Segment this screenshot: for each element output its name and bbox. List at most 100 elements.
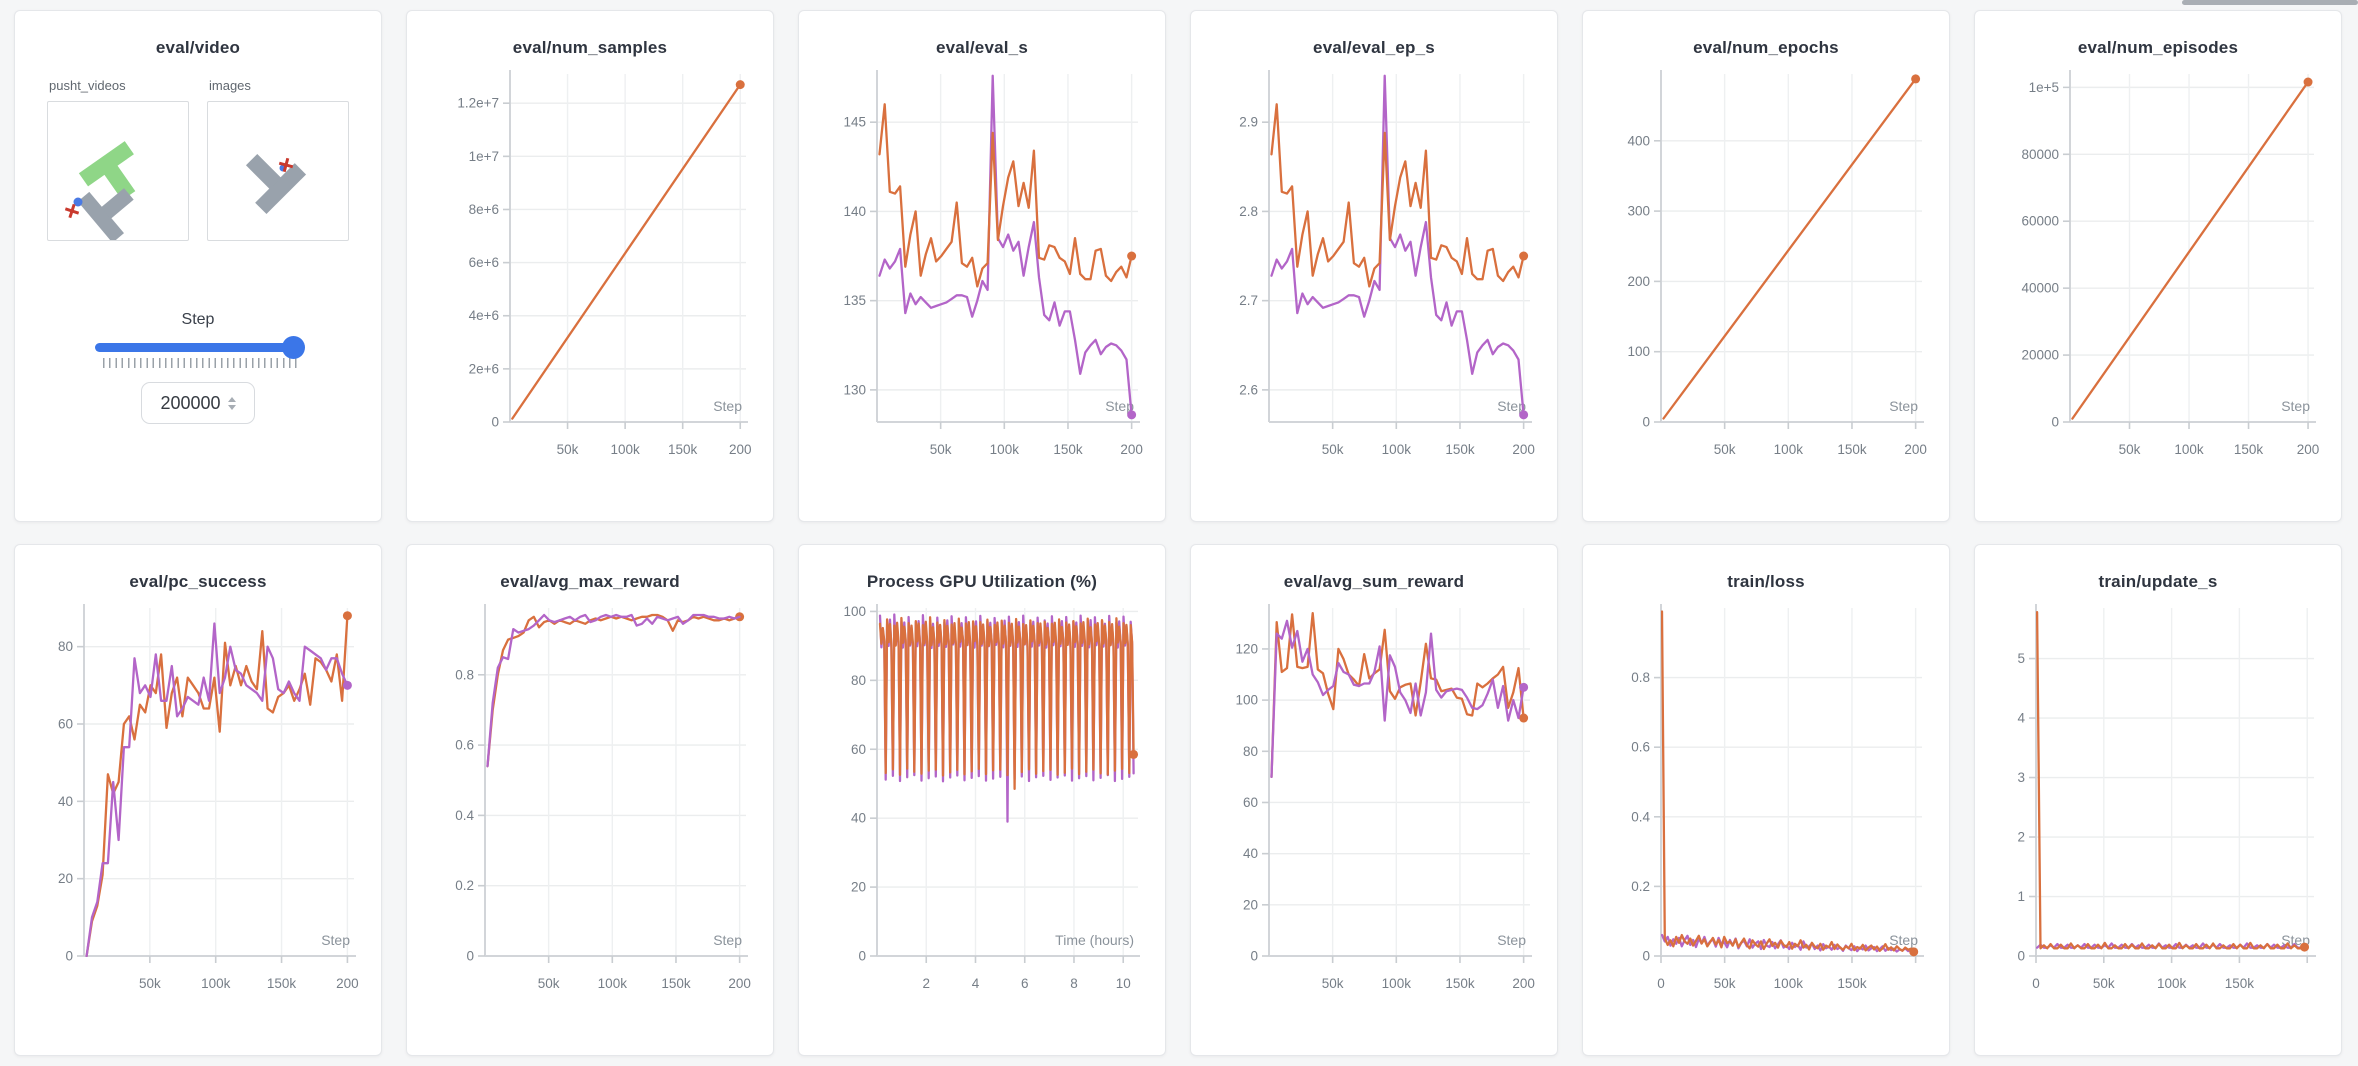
step-value-input[interactable]: 200000: [141, 382, 255, 424]
series-end-dot-orange: [1519, 251, 1529, 261]
series-end-dot-purple: [1519, 410, 1529, 420]
chart-svg[interactable]: 0 100 200 300 400 50k 100k 150k 200 Step: [1592, 62, 1940, 490]
panel-title: eval/num_episodes: [2077, 38, 2239, 57]
x-tick-label: 100k: [1382, 442, 1412, 457]
series-line-orange: [2036, 611, 2306, 950]
x-tick-label: 200: [2297, 442, 2320, 457]
y-tick-label: 2e+6: [469, 361, 499, 376]
panel-title: eval/num_epochs: [1693, 38, 1839, 57]
y-tick-label: 0: [65, 949, 73, 964]
video-thumbnail-pusht[interactable]: [47, 101, 189, 243]
chart-svg[interactable]: 0 20000 40000 60000 80000 1e+5 50k 100k 150k 200 S…: [1984, 62, 2332, 490]
agent-dot: [73, 197, 83, 207]
stepper-icon[interactable]: [227, 396, 236, 410]
y-tick-label: 0.2: [1631, 879, 1650, 894]
y-tick-label: 0: [858, 949, 866, 964]
y-tick-label: 2.8: [1239, 204, 1258, 219]
y-tick-label: 1e+7: [469, 149, 499, 164]
x-tick-label: 4: [972, 976, 980, 991]
chevron-down-icon[interactable]: [227, 404, 236, 410]
panel-eval-num-epochs: eval/num_epochs 0 100 200 300 400 50k 100k 150k…: [1582, 10, 1950, 522]
y-tick-label: 0: [2017, 949, 2025, 964]
panel-title: train/loss: [1727, 572, 1805, 591]
panel-process-gpu-utilization: Process GPU Utilization (%) 0 20 40 60 80 100…: [798, 544, 1166, 1056]
x-axis-label: Step: [1889, 398, 1918, 414]
panel-train-update-s: train/update_s 0 1 2 3 4 5 0 50k 100k 150k Step: [1974, 544, 2342, 1056]
y-tick-label: 0: [466, 949, 474, 964]
y-tick-label: 0.8: [455, 667, 474, 682]
x-axis-label: Step: [713, 932, 742, 948]
x-tick-label: 100k: [2174, 442, 2204, 457]
x-tick-label: 150k: [1053, 442, 1083, 457]
x-tick-label: 8: [1070, 976, 1078, 991]
x-tick-label: 150k: [267, 976, 297, 991]
series-end-dot-purple: [342, 680, 352, 690]
image-thumbnail[interactable]: [207, 101, 349, 241]
gray-t-shape: [245, 153, 307, 215]
x-tick-label: 0: [1657, 976, 1665, 991]
x-tick-label: 200: [1512, 976, 1535, 991]
y-tick-label: 100: [843, 604, 866, 619]
chart-svg[interactable]: 0 2e+6 4e+6 6e+6 8e+6 1e+7 1.2e+7 50k 100k 150k 20…: [416, 62, 764, 490]
panel-title: Process GPU Utilization (%): [866, 572, 1098, 591]
panel-eval-avg-max-reward: eval/avg_max_reward 0 0.2 0.4 0.6 0.8 50k 100k…: [406, 544, 774, 1056]
x-tick-label: 150k: [1837, 976, 1867, 991]
chart-svg[interactable]: 0 20 40 60 80 50k 100k 150k 200 Step: [24, 596, 372, 1024]
y-tick-label: 200: [1627, 274, 1650, 289]
y-tick-label: 0: [1642, 415, 1650, 430]
x-tick-label: 200: [729, 442, 752, 457]
chart-svg[interactable]: 0 0.2 0.4 0.6 0.8 0 50k 100k 150k Step: [1592, 596, 1940, 1024]
y-tick-label: 2: [2017, 830, 2025, 845]
x-tick-label: 150k: [2234, 442, 2264, 457]
green-t-shape: [78, 141, 136, 201]
x-tick-label: 50k: [557, 442, 579, 457]
x-tick-label: 50k: [139, 976, 161, 991]
media-item-pusht-videos: pusht_videos: [47, 78, 189, 243]
chart-svg[interactable]: 130 135 140 145 50k 100k 150k 200 Step: [808, 62, 1156, 490]
series-line-orange: [1270, 611, 1525, 779]
x-axis-label: Step: [1889, 932, 1918, 948]
y-tick-label: 120: [1235, 641, 1258, 656]
slider-track[interactable]: [95, 336, 305, 359]
horizontal-scrollbar-thumb[interactable]: [2182, 0, 2358, 5]
panel-eval-eval-s: eval/eval_s 130 135 140 145 50k 100k 150k 200 St…: [798, 10, 1166, 522]
series-end-dot-orange: [2303, 77, 2313, 87]
y-tick-label: 20: [1243, 897, 1258, 912]
series-end-dot-orange: [1129, 749, 1139, 759]
slider-tick-ruler: [103, 358, 301, 368]
series-line-purple: [878, 74, 1133, 417]
chart-svg[interactable]: 2.6 2.7 2.8 2.9 50k 100k 150k 200 Step: [1200, 62, 1548, 490]
y-tick-label: 100: [1235, 693, 1258, 708]
y-tick-label: 60000: [2021, 214, 2059, 229]
x-axis-label: Step: [1497, 932, 1526, 948]
step-slider[interactable]: [95, 336, 305, 368]
y-tick-label: 0.4: [1631, 809, 1650, 824]
series-end-dot-orange: [342, 611, 352, 621]
x-tick-label: 100k: [1774, 442, 1804, 457]
y-tick-label: 130: [843, 382, 866, 397]
chart-svg[interactable]: 0 0.2 0.4 0.6 0.8 50k 100k 150k 200 Step: [416, 596, 764, 1024]
panel-title: eval/avg_max_reward: [500, 572, 680, 591]
y-tick-label: 135: [843, 293, 866, 308]
x-axis-label: Step: [1497, 398, 1526, 414]
x-tick-label: 50k: [538, 976, 560, 991]
y-tick-label: 80: [851, 673, 866, 688]
goal-cross: [64, 203, 80, 219]
y-tick-label: 1: [2017, 889, 2025, 904]
series-end-dot-orange: [1911, 74, 1921, 84]
y-tick-label: 100: [1627, 344, 1650, 359]
y-tick-label: 60: [58, 717, 73, 732]
chevron-up-icon[interactable]: [227, 396, 236, 402]
panel-title: eval/video: [155, 38, 241, 57]
y-tick-label: 4: [2017, 711, 2025, 726]
y-tick-label: 80000: [2021, 147, 2059, 162]
x-tick-label: 150k: [661, 976, 691, 991]
x-axis-label: Step: [713, 398, 742, 414]
series-end-dot-orange: [1519, 713, 1529, 723]
chart-svg[interactable]: 0 20 40 60 80 100 120 50k 100k 150k 200 Step: [1200, 596, 1548, 1024]
chart-svg[interactable]: 0 20 40 60 80 100 2 4 6 8 10 Time (hours): [808, 596, 1156, 1024]
y-tick-label: 145: [843, 115, 866, 130]
slider-thumb[interactable]: [282, 336, 305, 359]
